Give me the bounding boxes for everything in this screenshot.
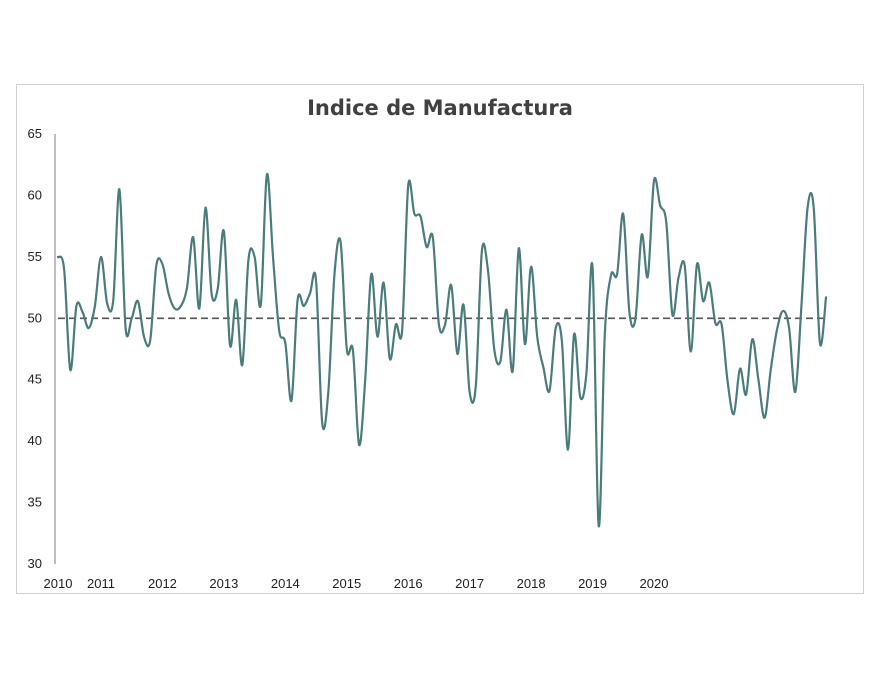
y-tick-label-65: 65 [28, 126, 42, 141]
x-tick-label-2012: 2012 [148, 576, 177, 591]
x-tick-label-2014: 2014 [271, 576, 300, 591]
x-tick-label-2016: 2016 [394, 576, 423, 591]
y-tick-label-60: 60 [28, 187, 42, 202]
y-tick-label-30: 30 [28, 556, 42, 571]
y-tick-label-45: 45 [28, 372, 42, 387]
chart-title: Indice de Manufactura [307, 96, 573, 120]
x-tick-label-2013: 2013 [209, 576, 238, 591]
x-tick-label-2015: 2015 [332, 576, 361, 591]
x-tick-label-2019: 2019 [578, 576, 607, 591]
y-tick-label-50: 50 [28, 310, 42, 325]
x-tick-label-2010: 2010 [44, 576, 73, 591]
y-tick-label-40: 40 [28, 433, 42, 448]
x-tick-label-2017: 2017 [455, 576, 484, 591]
series-line [56, 173, 828, 528]
x-tick-label-2018: 2018 [517, 576, 546, 591]
x-tick-label-2020: 2020 [640, 576, 669, 591]
y-tick-labels: 30 35 40 45 50 55 60 65 [28, 126, 42, 571]
y-tick-label-55: 55 [28, 249, 42, 264]
x-tick-labels: 2010 2011 2012 2013 2014 2015 2016 2017 2018 2019… [44, 576, 669, 591]
x-tick-label-2011: 2011 [87, 576, 115, 591]
y-tick-label-35: 35 [28, 495, 42, 510]
